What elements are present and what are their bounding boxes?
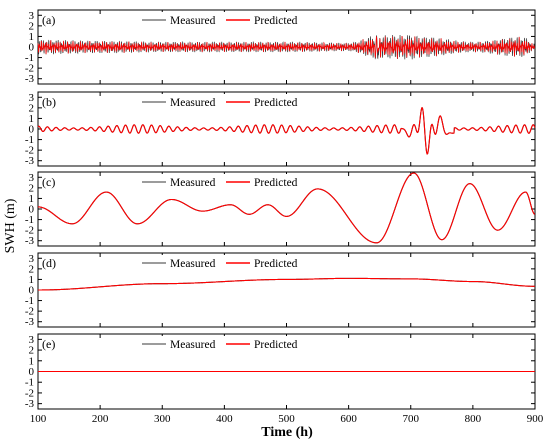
y-tick-label: 1 — [29, 31, 35, 43]
x-tick-label: 100 — [30, 413, 47, 425]
x-tick-label: 900 — [527, 413, 544, 425]
y-tick-label: 0 — [29, 204, 35, 216]
y-tick-label: -2 — [25, 63, 34, 75]
y-tick-label: -3 — [25, 235, 35, 247]
y-tick-label: -2 — [25, 306, 34, 318]
legend-box — [138, 336, 298, 352]
y-tick-label: 2 — [29, 182, 35, 194]
x-tick-label: 200 — [92, 413, 109, 425]
y-axis-title: SWH (m) — [3, 198, 18, 253]
legend-predicted-label: Predicted — [254, 97, 298, 109]
legend-predicted-label: Predicted — [254, 15, 298, 27]
legend-measured-label: Measured — [170, 97, 216, 109]
x-tick-label: 800 — [465, 413, 482, 425]
y-tick-label: 0 — [29, 42, 35, 54]
x-tick-label: 700 — [403, 413, 420, 425]
y-tick-label: 3 — [29, 334, 35, 346]
y-tick-label: 3 — [29, 10, 35, 22]
y-tick-label: -3 — [25, 316, 35, 328]
y-tick-label: -3 — [25, 155, 35, 167]
y-tick-label: 2 — [29, 20, 35, 32]
legend-predicted-label: Predicted — [254, 258, 298, 270]
y-tick-label: 0 — [29, 124, 35, 136]
y-tick-label: -2 — [25, 387, 34, 399]
panel-tag: (a) — [42, 13, 55, 27]
y-tick-label: -1 — [25, 52, 34, 64]
series-measured-line — [37, 107, 536, 155]
y-tick-label: 3 — [29, 253, 35, 265]
legend-box — [138, 12, 298, 28]
series-predicted-line — [38, 277, 535, 291]
legend-predicted-label: Predicted — [254, 339, 298, 351]
legend-predicted-label: Predicted — [254, 177, 298, 189]
panel-tag: (b) — [42, 95, 56, 109]
series-predicted-line — [37, 107, 536, 155]
panel-tag: (c) — [42, 175, 55, 189]
y-tick-label: -1 — [25, 377, 34, 389]
legend-measured-label: Measured — [170, 258, 216, 270]
y-tick-label: 0 — [29, 366, 35, 378]
y-tick-label: 3 — [29, 172, 35, 184]
y-tick-label: -2 — [25, 145, 34, 157]
series-predicted-line — [38, 172, 536, 244]
series-predicted-line — [37, 36, 536, 59]
y-tick-label: -1 — [25, 214, 34, 226]
y-tick-label: 0 — [29, 285, 35, 297]
y-tick-label: -3 — [25, 73, 35, 85]
x-tick-label: 600 — [340, 413, 357, 425]
x-axis-title: Time (h) — [261, 425, 313, 440]
panel-tag: (e) — [42, 337, 55, 351]
y-tick-label: 1 — [29, 193, 35, 205]
y-tick-label: -1 — [25, 134, 34, 146]
y-tick-label: 2 — [29, 345, 35, 357]
x-tick-label: 400 — [216, 413, 233, 425]
legend-measured-label: Measured — [170, 339, 216, 351]
y-tick-label: -1 — [25, 295, 34, 307]
panel-tag: (d) — [42, 256, 56, 270]
y-tick-label: 1 — [29, 113, 35, 125]
y-tick-label: 3 — [29, 92, 35, 104]
y-tick-label: 2 — [29, 102, 35, 114]
y-tick-label: 2 — [29, 263, 35, 275]
legend-box — [138, 94, 298, 110]
legend-box — [138, 255, 298, 271]
y-tick-label: -3 — [25, 398, 35, 410]
series-measured-line — [38, 277, 535, 291]
y-tick-label: 1 — [29, 355, 35, 367]
x-tick-label: 500 — [278, 413, 295, 425]
y-tick-label: -2 — [25, 225, 34, 237]
x-tick-label: 300 — [154, 413, 171, 425]
legend-box — [138, 174, 298, 190]
y-tick-label: 1 — [29, 274, 35, 286]
legend-measured-label: Measured — [170, 15, 216, 27]
legend-measured-label: Measured — [170, 177, 216, 189]
